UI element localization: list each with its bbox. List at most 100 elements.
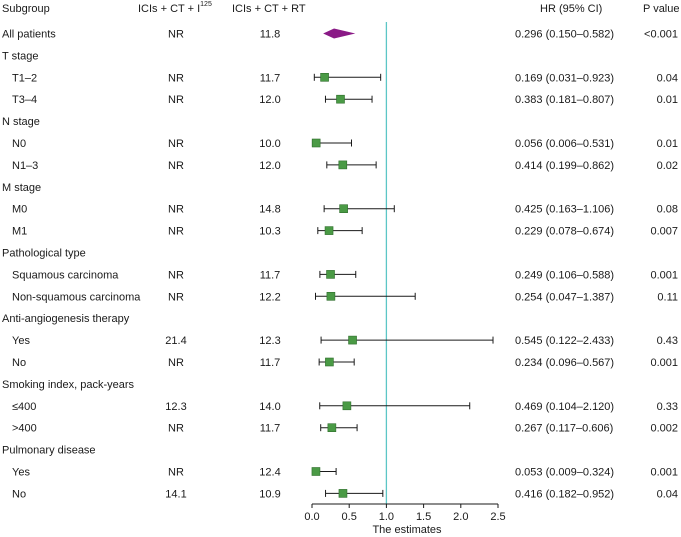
arm2-value: 12.3 [259,335,280,347]
x-tick-label: 0.0 [304,511,319,523]
arm2-value: 12.4 [259,467,280,479]
arm1-value: NR [168,467,184,479]
p-value: 0.01 [657,138,678,150]
subgroup-label: ≤400 [12,401,36,413]
subgroup-label: No [12,488,26,500]
p-value: 0.002 [650,423,678,435]
arm1-value: NR [168,29,184,41]
hr-ci-text: 0.469 (0.104–2.120) [515,401,614,413]
header-arm1-superscript: 125 [200,1,212,8]
group-label: Pathological type [2,248,86,260]
p-value: 0.08 [657,204,678,216]
arm2-value: 14.0 [259,401,280,413]
p-value: 0.001 [650,269,678,281]
arm2-value: 11.7 [260,269,281,281]
hr-point [311,467,321,476]
arm2-value: 12.0 [259,160,280,172]
p-value: 0.02 [657,160,678,172]
header-arm1: ICIs + CT + I125 [138,1,212,15]
hr-ci-text: 0.267 (0.117–0.606) [515,423,613,435]
forest-marks [311,22,494,504]
group-label: Pulmonary disease [2,445,96,457]
p-value: 0.007 [650,226,678,238]
arm1-value: NR [168,226,184,238]
p-value: 0.33 [657,401,678,413]
hr-ci-text: 0.249 (0.106–0.588) [515,269,614,281]
x-tick-label: 2.0 [453,511,468,523]
subgroup-label: No [12,357,26,369]
p-value: 0.04 [657,72,678,84]
hr-point [338,489,348,498]
subgroup-label: Yes [12,467,30,479]
arm1-value: 21.4 [165,335,186,347]
overall-diamond [323,28,356,39]
hr-point [326,270,335,279]
arm1-value: 14.1 [165,488,186,500]
header-hr: HR (95% CI) [540,3,602,15]
subgroup-label: N1–3 [12,160,38,172]
p-value: 0.04 [657,488,678,500]
p-value: 0.43 [657,335,678,347]
p-value: <0.001 [644,29,678,41]
group-label: T stage [2,50,39,62]
hr-point [342,401,352,411]
header-p: P value [643,3,680,15]
arm1-value: NR [168,357,184,369]
hr-ci-text: 0.234 (0.096–0.567) [515,357,614,369]
hr-ci-text: 0.169 (0.031–0.923) [515,72,614,84]
hr-point [324,226,334,235]
arm2-value: 12.0 [259,94,280,106]
arm2-value: 11.7 [260,423,281,435]
arm2-value: 10.0 [259,138,280,150]
arm1-value: NR [168,160,184,172]
p-value: 0.001 [650,357,678,369]
hr-ci-text: 0.414 (0.199–0.862) [515,160,614,172]
hr-point [348,335,357,345]
arm2-value: 11.7 [260,357,281,369]
x-axis-label: The estimates [372,524,442,536]
hr-point [336,94,345,104]
hr-ci-text: 0.254 (0.047–1.387) [515,291,614,303]
hr-point [325,357,334,367]
hr-ci-text: 0.053 (0.009–0.324) [515,467,614,479]
arm1-value: NR [168,269,184,281]
arm1-value: NR [168,72,184,84]
p-value: 0.001 [650,467,678,479]
arm2-value: 10.9 [259,488,280,500]
subgroup-label: M1 [12,226,27,238]
hr-point [327,423,337,433]
hr-ci-text: 0.229 (0.078–0.674) [515,226,614,238]
arm1-value: NR [168,423,184,435]
p-value: 0.01 [657,94,678,106]
arm1-value: NR [168,138,184,150]
subgroup-label: All patients [2,29,56,41]
arm1-value: NR [168,94,184,106]
hr-ci-text: 0.056 (0.006–0.531) [515,138,614,150]
hr-ci-text: 0.296 (0.150–0.582) [515,29,614,41]
x-tick-label: 0.5 [342,511,357,523]
arm2-value: 11.8 [260,29,281,41]
x-tick-label: 2.5 [490,511,505,523]
hr-point [326,291,336,301]
p-value: 0.11 [657,291,678,303]
arm2-value: 11.7 [260,72,281,84]
group-label: Smoking index, pack-years [2,379,135,391]
table-header: Subgroup ICIs + CT + I125 ICIs + CT + RT… [2,1,680,15]
hr-point [320,73,329,82]
hr-ci-text: 0.545 (0.122–2.433) [515,335,614,347]
subgroup-label: N0 [12,138,26,150]
hr-point [338,160,348,170]
subgroup-label: Non-squamous carcinoma [12,291,141,303]
hr-ci-text: 0.383 (0.181–0.807) [515,94,614,106]
subgroup-label: T1–2 [12,72,37,84]
subgroup-label: T3–4 [12,94,37,106]
arm1-value: NR [168,291,184,303]
hr-ci-text: 0.416 (0.182–0.952) [515,488,614,500]
x-tick-label: 1.0 [379,511,394,523]
arm1-value: 12.3 [165,401,186,413]
header-arm1-label: ICIs + CT + I [138,3,200,15]
x-tick-label: 1.5 [416,511,431,523]
subgroup-label: >400 [12,423,37,435]
header-subgroup: Subgroup [2,3,50,15]
